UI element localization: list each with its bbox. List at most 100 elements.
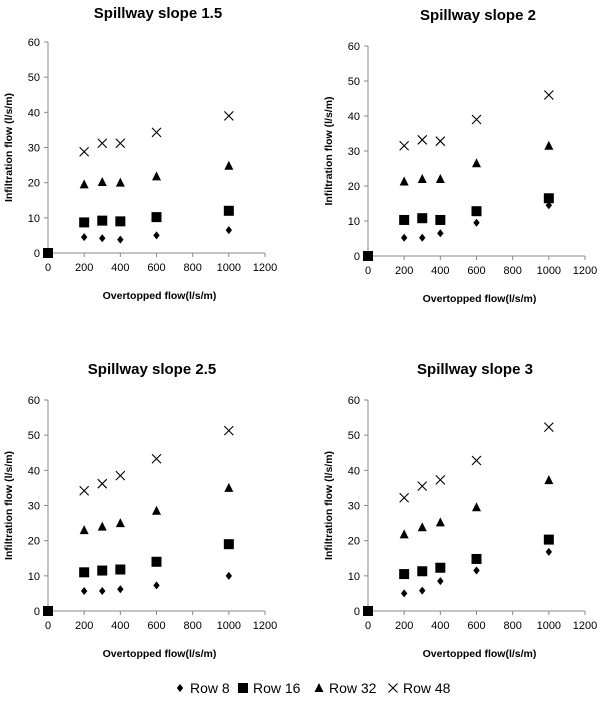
data-point-row-16	[543, 193, 554, 204]
y-tick-label: 10	[348, 571, 360, 583]
data-point-row-48	[223, 110, 234, 121]
data-point-row-48	[417, 481, 428, 492]
x-tick-label: 400	[431, 265, 449, 277]
diamond-icon	[176, 684, 184, 692]
y-tick-label: 10	[28, 213, 40, 225]
x-axis-label: Overtopped flow(l/s/m)	[103, 648, 217, 660]
y-tick-label: 30	[348, 146, 360, 158]
data-point-row-16	[471, 206, 482, 217]
x-tick-label: 0	[365, 265, 371, 277]
chart-title: Spillway slope 2	[420, 7, 536, 24]
x-tick-label: 800	[183, 262, 201, 274]
data-point-row-8	[545, 201, 553, 210]
data-point-row-32	[544, 140, 554, 150]
data-point-row-48	[543, 422, 554, 432]
x-tick-label: 1000	[217, 262, 241, 274]
data-point-row-48	[97, 138, 108, 149]
data-point-row-32	[152, 171, 161, 181]
chart-title: Spillway slope 3	[417, 361, 533, 378]
data-point-row-8	[473, 218, 480, 227]
x-tick-label: 0	[45, 620, 51, 632]
data-point-row-16	[97, 215, 108, 226]
y-tick-label: 0	[354, 606, 360, 618]
chart-title: Spillway slope 1.5	[94, 5, 222, 22]
y-tick-label: 60	[28, 37, 40, 49]
x-tick-label: 1200	[573, 265, 597, 277]
data-point-row-32	[435, 517, 445, 527]
y-axis-label: Infiltration flow (l/s/m)	[323, 451, 335, 560]
data-point-row-8	[153, 231, 160, 240]
y-tick-label: 0	[34, 606, 40, 618]
x-tick-label: 1200	[253, 262, 277, 274]
data-point-row-48	[79, 485, 90, 496]
cross-icon	[388, 683, 398, 693]
data-point-row-48	[471, 455, 482, 466]
data-point-row-48	[79, 146, 90, 157]
x-tick-label: 0	[45, 262, 51, 274]
data-point-row-32	[79, 525, 89, 535]
data-point-row-8	[225, 226, 233, 235]
y-tick-label: 20	[28, 536, 40, 548]
y-tick-label: 50	[28, 72, 40, 84]
legend-item-row-8: Row 8	[176, 680, 230, 696]
data-point-row-8	[117, 585, 124, 594]
y-tick-label: 20	[28, 178, 40, 190]
data-point-row-8	[80, 586, 88, 595]
y-tick-label: 20	[348, 181, 360, 193]
x-tick-label: 400	[431, 620, 449, 632]
y-tick-label: 10	[28, 571, 40, 583]
data-point-row-32	[115, 518, 125, 528]
data-point-row-16	[115, 564, 126, 575]
x-tick-label: 1000	[537, 265, 561, 277]
data-point-row-8	[225, 571, 233, 580]
x-tick-label: 1200	[253, 620, 277, 632]
data-point-row-48	[417, 134, 428, 145]
data-point-row-16	[471, 553, 482, 564]
data-point-row-48	[151, 127, 162, 138]
data-point-row-32	[472, 158, 481, 168]
y-tick-label: 30	[348, 501, 360, 513]
data-point-row-48	[399, 140, 410, 151]
data-point-row-8	[437, 577, 444, 586]
data-point-row-8	[99, 234, 106, 243]
legend-item-row-48: Row 48	[388, 680, 451, 696]
x-axis-label: Overtopped flow(l/s/m)	[103, 290, 217, 302]
data-point-row-32	[399, 176, 409, 186]
data-point-row-16	[151, 556, 162, 567]
data-point-row-48	[97, 478, 108, 489]
data-point-row-16	[151, 212, 162, 223]
data-point-row-32	[435, 174, 445, 183]
data-point-row-8	[437, 229, 444, 238]
y-tick-label: 60	[348, 395, 360, 407]
data-point-row-48	[223, 425, 234, 436]
data-point-row-8	[419, 586, 426, 595]
data-point-row-32	[152, 505, 161, 515]
data-point-row-48	[471, 114, 482, 125]
legend-label: Row 48	[403, 680, 451, 696]
data-point-row-8	[44, 607, 52, 615]
chart-title: Spillway slope 2.5	[88, 361, 216, 378]
data-point-row-16	[435, 214, 446, 225]
data-point-row-16	[223, 539, 234, 550]
data-point-row-16	[115, 216, 126, 227]
data-point-row-48	[151, 453, 162, 464]
legend: Row 8 Row 16 Row 32 Row 48	[176, 680, 451, 696]
data-point-row-8	[364, 252, 372, 260]
x-tick-label: 600	[147, 262, 165, 274]
data-point-row-16	[79, 567, 90, 578]
data-point-row-48	[115, 470, 126, 481]
data-point-row-32	[417, 174, 427, 183]
data-point-row-32	[224, 160, 234, 170]
y-tick-label: 50	[28, 430, 40, 442]
data-point-row-8	[400, 589, 408, 598]
legend-item-row-16: Row 16	[238, 680, 301, 696]
y-tick-label: 40	[348, 465, 360, 477]
data-point-row-8	[545, 547, 553, 556]
data-point-row-48	[399, 492, 410, 503]
y-tick-label: 40	[28, 107, 40, 119]
x-tick-label: 200	[75, 262, 93, 274]
y-axis-label: Infiltration flow (l/s/m)	[323, 96, 335, 205]
y-tick-label: 10	[348, 216, 360, 228]
